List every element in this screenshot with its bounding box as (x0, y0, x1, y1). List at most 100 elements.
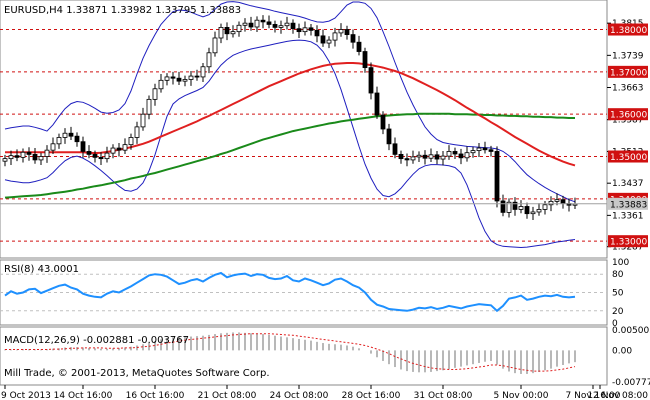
candle-body (428, 154, 434, 159)
macd-panel: 0.005003 0.00 -0.007777 MACD(12,26,9) -0.0… (0, 326, 650, 388)
candle-body (518, 206, 524, 210)
bollinger-lower-line (4, 39, 576, 249)
rsi-line (4, 271, 576, 313)
price-y-tick-label: 1.3287 (612, 243, 644, 253)
level-price-tag-label: 1.37000 (610, 68, 647, 78)
candle-body (122, 144, 128, 151)
price-y-tick-label: 1.3361 (612, 211, 644, 221)
candle-body (128, 137, 134, 146)
candle-body (392, 143, 398, 155)
macd-signal-line (5, 333, 576, 372)
candle-body (188, 75, 194, 80)
candle-body (488, 149, 494, 152)
bollinger-upper-line (4, 1, 576, 203)
candle-body (374, 92, 380, 116)
level-price-tag (608, 108, 648, 121)
current-price-tag-label: 1.33883 (610, 200, 647, 210)
rsi-y-tick-label: 0 (612, 319, 618, 329)
price-candles (2, 15, 578, 221)
x-tick-label: 9 Oct 2013 (1, 391, 51, 400)
level-price-tag-label: 1.33000 (610, 238, 647, 248)
candle-body (194, 75, 200, 78)
candle-body (290, 22, 296, 30)
time-x-axis: 9 Oct 2013 14 Oct 16:00 16 Oct 16:00 21 Oct… (1, 385, 648, 400)
candle-body (206, 52, 212, 68)
macd-signal-polyline (5, 333, 576, 372)
candle-body (212, 37, 218, 54)
macd-y-axis: 0.005003 0.00 -0.007777 (612, 326, 650, 388)
candle-body (104, 152, 110, 160)
candle-body (278, 25, 284, 28)
candle-body (398, 153, 404, 160)
candle-body (14, 155, 20, 158)
level-price-tag (608, 23, 648, 36)
candle-body (218, 26, 224, 39)
candle-body (320, 35, 326, 44)
candle-body (170, 76, 176, 79)
candle-body (308, 27, 314, 31)
candle-body (20, 151, 26, 158)
rsi-y-tick-label: 80 (612, 270, 624, 280)
price-y-axis: 1.38151.37391.36631.35871.35121.34371.33… (607, 19, 648, 253)
candle-body (314, 29, 320, 37)
candle-body (422, 154, 428, 159)
price-y-tick-label: 1.3587 (612, 116, 644, 126)
rsi-y-axis: 100 80 50 20 0 (612, 258, 629, 329)
candle-body (416, 154, 422, 158)
x-tick-label: 7 Nov 16:00 (566, 391, 621, 400)
candle-body (8, 155, 14, 160)
candle-body (176, 77, 182, 82)
candle-body (110, 147, 116, 154)
rsi-series-line (4, 271, 576, 313)
rsi-level-lines (0, 273, 607, 312)
candle-body (200, 66, 206, 78)
candle-body (338, 29, 344, 34)
candle-body (452, 151, 458, 155)
candle-body (266, 21, 272, 25)
candle-body (62, 132, 68, 138)
candle-body (380, 114, 386, 130)
candle-body (80, 141, 86, 152)
candle-body (446, 151, 452, 157)
candle-body (410, 156, 416, 161)
candle-body (164, 76, 170, 81)
candle-body (92, 153, 98, 158)
candle-body (494, 151, 500, 202)
price-level-lines (0, 29, 607, 242)
candle-body (404, 158, 410, 161)
macd-panel-title: MACD(12,26,9) -0.002881 -0.003767 (4, 335, 189, 346)
candle-body (344, 29, 350, 35)
candle-body (56, 137, 62, 145)
candle-body (362, 51, 368, 69)
level-price-tag (608, 65, 648, 78)
candle-body (32, 153, 38, 161)
rsi-panel: 100 80 50 20 0 RSI(8) 43.0001 (0, 258, 629, 329)
rsi-y-tick-label: 50 (612, 289, 624, 299)
candle-body (500, 200, 506, 213)
price-y-tick-label: 1.3437 (612, 179, 644, 189)
price-y-tick-label: 1.3663 (612, 84, 644, 94)
candle-body (524, 206, 530, 215)
bollinger-upper-band (4, 1, 576, 203)
candle-body (230, 31, 236, 35)
candle-body (536, 209, 542, 213)
macd-plot-frame (0, 326, 608, 386)
price-y-tick-label: 1.3739 (612, 51, 644, 61)
x-tick-label: 16 Oct 16:00 (126, 391, 185, 400)
current-price-tag (608, 197, 648, 210)
candle-body (146, 98, 152, 115)
macd-y-tick-label: -0.007777 (612, 378, 650, 388)
candle-body (386, 128, 392, 145)
candle-body (248, 22, 254, 28)
candle-body (482, 147, 488, 151)
candle-body (464, 152, 470, 159)
price-panel: 1.38151.37391.36631.35871.35121.34371.33… (0, 0, 648, 259)
candle-body (326, 39, 332, 44)
candle-body (554, 199, 560, 202)
candle-body (434, 154, 440, 160)
candle-body (242, 22, 248, 26)
candle-body (236, 24, 242, 33)
candle-body (272, 24, 278, 28)
candle-body (350, 34, 356, 43)
